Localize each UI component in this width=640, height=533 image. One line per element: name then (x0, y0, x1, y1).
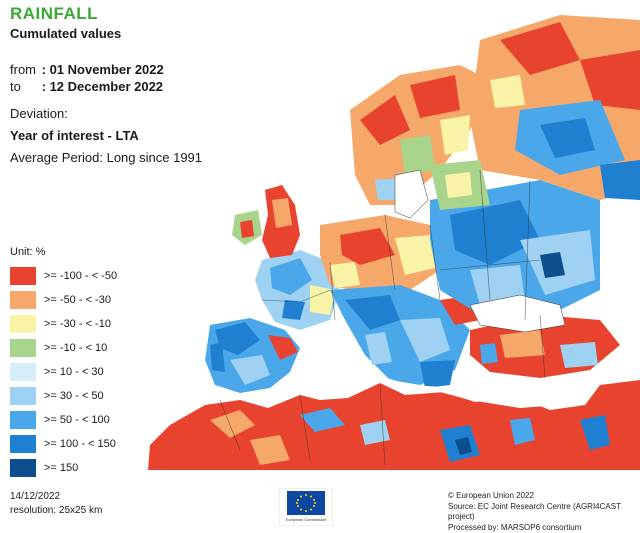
legend-swatch (10, 387, 36, 405)
legend-label: >= -10 - < 10 (44, 342, 107, 354)
legend-swatch (10, 291, 36, 309)
map-title: RAINFALL (10, 4, 98, 24)
legend-label: >= -50 - < -30 (44, 294, 111, 306)
issue-date: 14/12/2022 (10, 490, 102, 504)
legend-row: >= 100 - < 150 (10, 432, 117, 456)
european-commission-logo: European Commission (279, 488, 333, 526)
legend-swatch (10, 363, 36, 381)
central-europe-region (320, 215, 440, 295)
legend-row: >= -100 - < -50 (10, 264, 117, 288)
legend-swatch (10, 339, 36, 357)
legend-row: >= -30 - < -10 (10, 312, 117, 336)
legend-label: >= 30 - < 50 (44, 390, 104, 402)
deviation-label: Deviation: (10, 106, 68, 121)
legend-unit: Unit: % (10, 246, 117, 258)
legend-label: >= -100 - < -50 (44, 270, 117, 282)
iberia-region (205, 318, 300, 393)
footer-right: © European Union 2022 Source: EC Joint R… (448, 491, 640, 533)
map-subtitle: Cumulated values (10, 26, 121, 41)
from-label: from (10, 62, 38, 77)
legend-rows: >= -100 - < -50 >= -50 - < -30 >= -30 - < … (10, 264, 117, 480)
legend-row: >= -10 - < 10 (10, 336, 117, 360)
processed-text: Processed by: MARSOP6 consortium (448, 523, 640, 533)
legend-label: >= 150 (44, 462, 78, 474)
legend-swatch (10, 411, 36, 429)
legend-label: >= 50 - < 100 (44, 414, 110, 426)
copyright-text: © European Union 2022 (448, 491, 640, 502)
legend-label: >= 10 - < 30 (44, 366, 104, 378)
source-text: Source: EC Joint Research Centre (AGRI4C… (448, 502, 640, 523)
resolution-label: resolution: 25x25 km (10, 504, 102, 518)
legend-row: >= -50 - < -30 (10, 288, 117, 312)
legend-row: >= 10 - < 30 (10, 360, 117, 384)
legend-row: >= 150 (10, 456, 117, 480)
legend-swatch (10, 435, 36, 453)
legend-label: >= -30 - < -10 (44, 318, 111, 330)
to-value: : 12 December 2022 (42, 79, 163, 94)
legend-swatch (10, 267, 36, 285)
legend-swatch (10, 315, 36, 333)
from-row: from : 01 November 2022 (10, 62, 164, 77)
legend-swatch (10, 459, 36, 477)
legend-row: >= 50 - < 100 (10, 408, 117, 432)
russia-region (470, 15, 640, 200)
average-period-label: Average Period: Long since 1991 (10, 150, 202, 165)
year-of-interest-label: Year of interest - LTA (10, 128, 139, 143)
to-label: to (10, 79, 38, 94)
to-row: to : 12 December 2022 (10, 79, 163, 94)
from-value: : 01 November 2022 (42, 62, 164, 77)
logo-text: European Commission (286, 517, 326, 522)
legend: Unit: % >= -100 - < -50>= -50 - < -30>= … (10, 246, 117, 480)
legend-row: >= 30 - < 50 (10, 384, 117, 408)
legend-label: >= 100 - < 150 (44, 438, 116, 450)
british-isles-region (232, 185, 300, 258)
footer-left: 14/12/2022 resolution: 25x25 km (10, 490, 102, 518)
